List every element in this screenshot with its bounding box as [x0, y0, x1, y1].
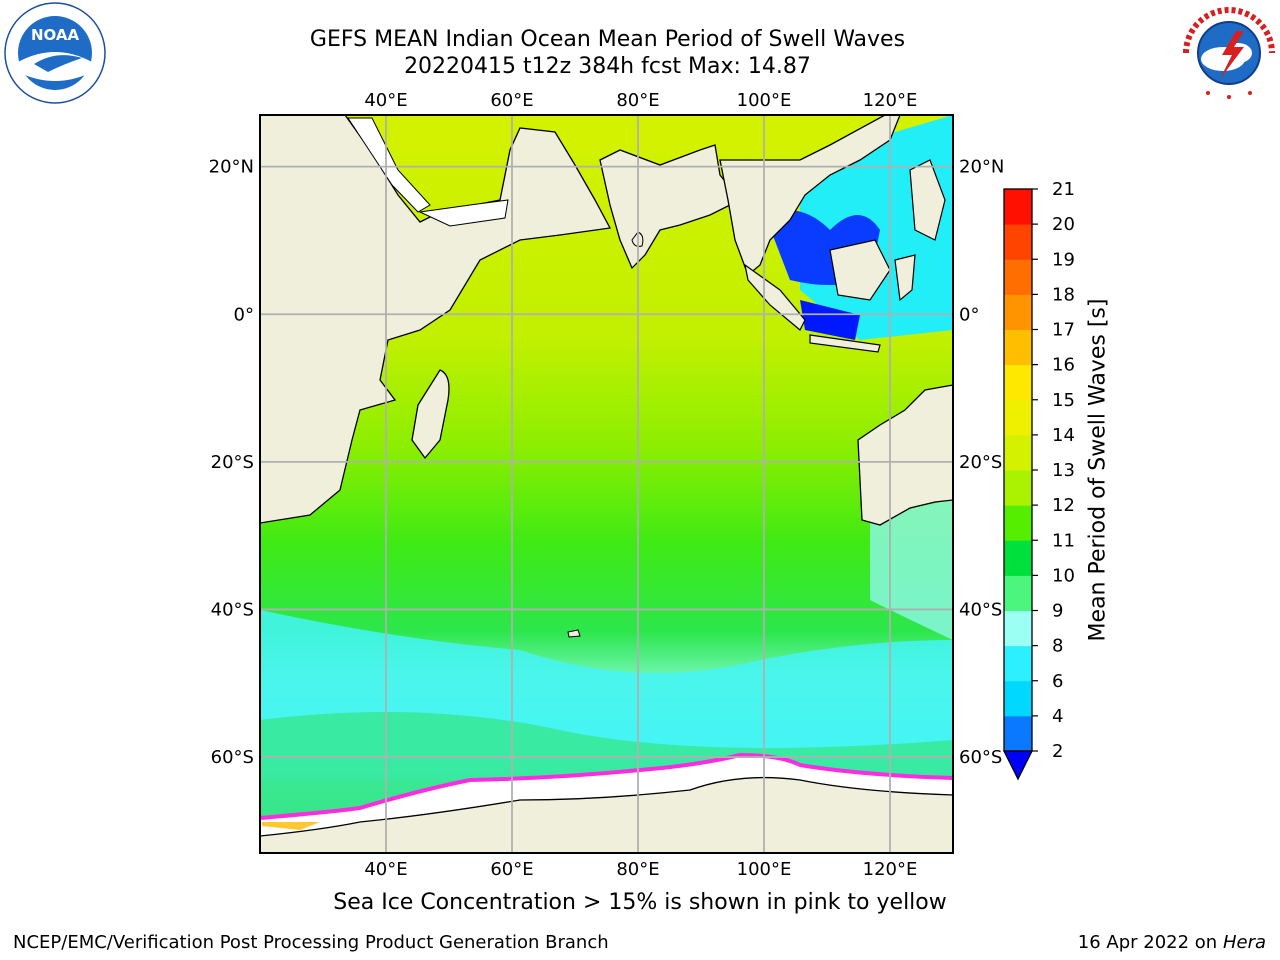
- java-sea-short-swell: [800, 300, 860, 340]
- lon-tick-bottom: 100°E: [737, 859, 792, 880]
- lat-tick-right: 60°S: [959, 747, 1002, 768]
- lon-tick-top: 120°E: [863, 90, 918, 111]
- lat-tick-right: 20°N: [959, 157, 1004, 178]
- colorbar-bin: [1004, 189, 1032, 225]
- colorbar-tick-label: 6: [1052, 671, 1063, 692]
- lat-tick-right: 0°: [959, 304, 979, 325]
- colorbar-tick-label: 13: [1052, 460, 1075, 481]
- antarctica-landmass: [260, 776, 953, 853]
- sea-ice-edge-pink: [260, 752, 953, 820]
- java: [809, 334, 881, 353]
- graticule: [260, 115, 953, 853]
- colorbar-tick-label: 4: [1052, 706, 1063, 727]
- colorbar-tick-label: 21: [1052, 179, 1075, 200]
- colorbar-bin: [1004, 575, 1032, 611]
- axis-tick-labels: 40°E 40°E 60°E 60°E 80°E 80°E 100°E 100°E 120°E 1…: [209, 90, 1005, 880]
- colorbar-bin: [1004, 540, 1032, 576]
- colorbar: 2 4 6 8 9 10 11 12 13 14 15 16 17 18 19 20 21: [1002, 179, 1075, 781]
- map-area: [260, 115, 953, 853]
- colorbar-bin: [1004, 364, 1032, 401]
- nws-logo: [1181, 5, 1277, 101]
- colorbar-tick-label: 19: [1052, 249, 1075, 270]
- colorbar-tick-label: 2: [1052, 741, 1063, 762]
- sea-ice-high-concentration: [262, 822, 320, 830]
- colorbar-bin: [1004, 505, 1032, 541]
- colorbar-tick-label: 15: [1052, 390, 1075, 411]
- red-sea: [347, 117, 431, 213]
- colorbar-tick-label: 20: [1052, 214, 1075, 235]
- colorbar-bin: [1004, 434, 1032, 471]
- colorbar-under-triangle: [1002, 750, 1034, 781]
- colorbar-tick-label: 8: [1052, 636, 1063, 657]
- lon-tick-bottom: 120°E: [863, 859, 918, 880]
- colorbar-tick-label: 14: [1052, 425, 1075, 446]
- kerguelen-island: [567, 629, 581, 638]
- colorbar-bin: [1004, 224, 1032, 260]
- colorbar-tick-label: 9: [1052, 601, 1063, 622]
- map-subtitle: 20220415 t12z 384h fcst Max: 14.87: [404, 54, 811, 79]
- colorbar-bin: [1004, 399, 1032, 436]
- philippines: [909, 159, 946, 241]
- lon-tick-bottom: 80°E: [616, 859, 659, 880]
- noaa-logo-text: NOAA: [31, 26, 80, 44]
- australia-landmass: [857, 384, 953, 526]
- map-frame: [259, 114, 954, 854]
- lon-tick-top: 60°E: [490, 90, 533, 111]
- colorbar-tick-label: 16: [1052, 355, 1075, 376]
- colorbar-bin: [1004, 470, 1032, 506]
- colorbar-tick-label: 11: [1052, 530, 1075, 551]
- noaa-logo: NOAA: [4, 2, 106, 104]
- lat-tick-left: 20°N: [209, 157, 254, 178]
- sea-ice-note: Sea Ice Concentration > 15% is shown in …: [333, 890, 947, 915]
- colorbar-label: Mean Period of Swell Waves [s]: [1085, 298, 1111, 642]
- lat-tick-left: 40°S: [211, 599, 254, 620]
- lat-tick-right: 20°S: [959, 452, 1002, 473]
- colorbar-bin: [1004, 680, 1032, 717]
- gulf-of-aden: [418, 199, 509, 227]
- sea-ice-region: [260, 755, 953, 836]
- lat-tick-left: 60°S: [211, 747, 254, 768]
- lat-tick-left: 20°S: [211, 452, 254, 473]
- colorbar-tick-label: 18: [1052, 284, 1075, 305]
- lat-tick-left: 0°: [234, 304, 254, 325]
- lon-tick-top: 40°E: [364, 90, 407, 111]
- footer-credit: NCEP/EMC/Verification Post Processing Pr…: [13, 932, 609, 953]
- colorbar-bin: [1004, 645, 1032, 682]
- map-title: GEFS MEAN Indian Ocean Mean Period of Sw…: [309, 27, 906, 52]
- colorbar-bin: [1004, 715, 1032, 752]
- colorbar-bin: [1004, 259, 1032, 295]
- colorbar-bin: [1004, 610, 1032, 647]
- colorbar-tick-label: 12: [1052, 495, 1075, 516]
- lon-tick-top: 80°E: [616, 90, 659, 111]
- sulawesi: [894, 254, 916, 302]
- footer-host: Hera: [1222, 932, 1266, 953]
- colorbar-tick-label: 10: [1052, 565, 1075, 586]
- footer-date: 16 Apr 2022 on Hera: [1078, 932, 1266, 953]
- africa-arabia-landmass: [260, 115, 612, 524]
- lat-tick-right: 40°S: [959, 599, 1002, 620]
- borneo: [829, 239, 891, 301]
- southeast-asia-landmass: [719, 115, 901, 277]
- madagascar: [411, 369, 450, 460]
- colorbar-tick-label: 17: [1052, 320, 1075, 341]
- lon-tick-bottom: 60°E: [490, 859, 533, 880]
- colorbar-bin: [1004, 294, 1032, 330]
- lon-tick-top: 100°E: [737, 90, 792, 111]
- colorbar-bin: [1004, 329, 1032, 366]
- lon-tick-bottom: 40°E: [364, 859, 407, 880]
- footer-date-text: 16 Apr 2022 on: [1077, 932, 1223, 953]
